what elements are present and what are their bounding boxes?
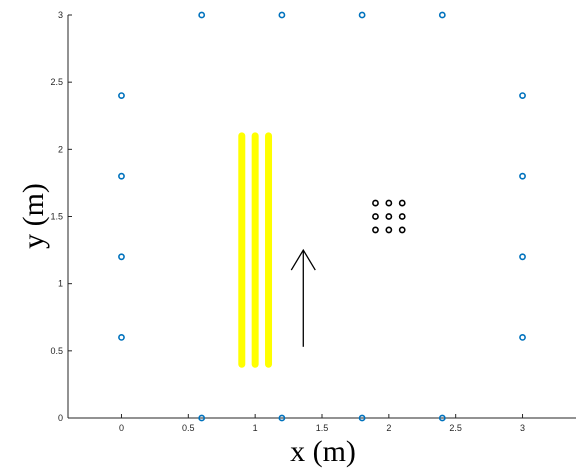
arrow-head xyxy=(290,248,316,271)
x-tick-label: 1 xyxy=(253,423,258,433)
data-point xyxy=(519,333,526,341)
data-points xyxy=(118,11,526,422)
data-point xyxy=(385,199,393,207)
data-point xyxy=(198,11,206,19)
data-point xyxy=(278,11,286,19)
yellow-bars xyxy=(238,132,273,368)
x-axis-ticks: 0 0.5 1 1.5 2 2.5 3 xyxy=(119,414,525,433)
y-tick-label: 0.5 xyxy=(50,346,63,356)
data-point xyxy=(519,253,526,261)
data-point xyxy=(519,172,526,180)
data-point xyxy=(358,414,366,422)
data-point xyxy=(118,172,125,180)
data-point xyxy=(372,199,379,207)
data-point xyxy=(118,253,125,261)
data-point xyxy=(438,414,446,422)
y-tick-label: 2.5 xyxy=(50,77,63,87)
data-point xyxy=(398,213,406,220)
data-point xyxy=(358,11,366,19)
x-tick-label: 1.5 xyxy=(316,423,329,433)
data-point xyxy=(398,226,406,234)
data-point xyxy=(372,226,379,234)
data-point xyxy=(398,199,406,207)
direction-arrow xyxy=(290,248,316,347)
data-point xyxy=(385,213,393,220)
data-point xyxy=(118,92,125,99)
plot-area xyxy=(67,15,576,419)
data-point xyxy=(385,226,393,234)
data-point xyxy=(438,11,446,19)
y-tick-label: 1 xyxy=(58,279,63,289)
data-point xyxy=(118,333,125,341)
data-point xyxy=(372,213,379,220)
y-tick-label: 2 xyxy=(58,144,63,154)
y-tick-label: 3 xyxy=(58,10,63,20)
y-tick-label: 1.5 xyxy=(50,212,63,222)
x-tick-label: 2.5 xyxy=(449,423,462,433)
x-tick-label: 3 xyxy=(520,423,525,433)
x-tick-label: 0 xyxy=(119,423,124,433)
y-axis-ticks: 0 0.5 1 1.5 2 2.5 3 xyxy=(50,10,72,423)
data-point xyxy=(198,414,206,422)
x-axis-label: x (m) xyxy=(290,435,356,468)
x-tick-label: 2 xyxy=(386,423,391,433)
y-tick-label: 0 xyxy=(58,413,63,423)
x-tick-label: 0.5 xyxy=(182,423,195,433)
y-axis-label: y (m) xyxy=(17,183,50,249)
data-point xyxy=(519,92,526,99)
data-point xyxy=(278,414,286,422)
